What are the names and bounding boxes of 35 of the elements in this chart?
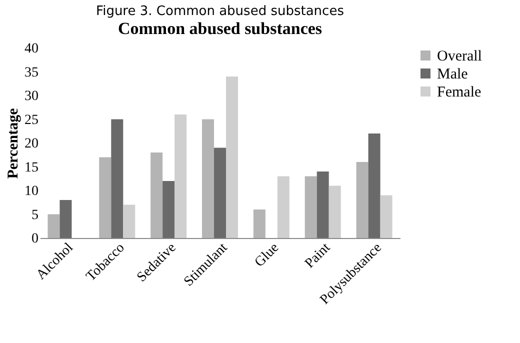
bar — [150, 152, 163, 238]
bar — [380, 195, 392, 238]
bar — [316, 172, 329, 238]
bar — [123, 204, 136, 238]
legend-label: Overall — [437, 48, 482, 64]
bar — [214, 148, 226, 238]
bar — [356, 162, 368, 238]
y-tick-label: 30 — [24, 89, 38, 104]
bar — [174, 114, 187, 238]
legend-label: Male — [437, 66, 468, 82]
legend-label: Female — [437, 84, 482, 100]
y-tick-label: 40 — [24, 42, 38, 56]
y-axis-title: Percentage — [6, 108, 22, 179]
bar — [111, 119, 124, 238]
bar — [226, 76, 238, 238]
bar — [304, 176, 317, 238]
y-tick-label: 15 — [24, 160, 38, 176]
bar — [162, 181, 175, 238]
bar — [60, 200, 72, 238]
chart-subtitle: Common abused substances — [118, 19, 322, 38]
bar — [99, 157, 112, 238]
y-tick-label: 20 — [24, 136, 38, 152]
bar — [202, 119, 214, 238]
y-tick-label: 35 — [24, 65, 38, 80]
y-tick-label: 5 — [32, 208, 38, 223]
y-tick-label: 25 — [24, 112, 38, 128]
y-tick-label: 0 — [32, 232, 38, 246]
y-tick-label: 10 — [24, 184, 38, 199]
bar — [277, 176, 290, 238]
bar — [48, 214, 60, 238]
bar — [368, 134, 380, 238]
x-tick-label: Glue — [252, 240, 282, 270]
chart-title: Figure 3. Common abused substances — [96, 4, 344, 19]
bar — [253, 210, 266, 238]
bar — [328, 186, 341, 238]
